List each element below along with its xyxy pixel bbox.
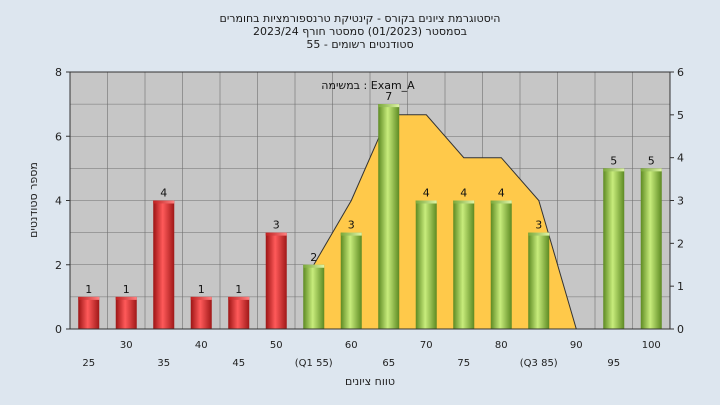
data-label: 4 <box>460 187 467 200</box>
y2-tick-label: 2 <box>677 237 684 250</box>
bar-cap <box>115 296 137 300</box>
x-tick-label: 30 <box>120 340 133 351</box>
x-tick-label: 45 <box>232 358 245 369</box>
x-tick-label: 95 <box>607 358 620 369</box>
area-outline <box>313 114 577 330</box>
chart-title-line-1: היסטוגרמת ציונים בקורס - קינטיקת טרנספור… <box>220 12 501 25</box>
bar-cap <box>78 296 100 300</box>
bar-cap <box>415 200 437 204</box>
x-tick-label: 60 <box>345 340 358 351</box>
x-tick-label: 75 <box>457 358 470 369</box>
data-label: 7 <box>385 90 392 103</box>
x-tick-label: 50 <box>270 340 283 351</box>
data-label: 5 <box>648 154 655 167</box>
bar-cap <box>153 200 175 204</box>
bar <box>153 200 175 329</box>
x-tick-label: 40 <box>195 340 208 351</box>
y-tick-label: 2 <box>55 259 62 272</box>
bar-cap <box>228 296 250 300</box>
data-labels: 1 1 4 1 1 3 2 3 7 4 4 4 3 5 5 <box>85 90 655 296</box>
data-label: 1 <box>123 283 130 296</box>
bar <box>115 296 137 329</box>
x-tick-label: 100 <box>642 340 661 351</box>
bar <box>528 232 550 329</box>
bar-cap <box>190 296 212 300</box>
x-tick-label: (Q1 55) <box>295 358 333 369</box>
data-label: 1 <box>198 283 205 296</box>
bar-cap <box>453 200 475 204</box>
y-tick-label: 0 <box>55 323 62 336</box>
bar-cap <box>265 232 287 236</box>
x-tick-label: 80 <box>495 340 508 351</box>
bar-cap <box>528 232 550 236</box>
bar <box>303 264 325 329</box>
y2-tick-label: 0 <box>677 323 684 336</box>
bar-series <box>78 104 662 329</box>
bar <box>640 168 662 329</box>
bar-cap <box>640 168 662 172</box>
data-label: 3 <box>348 219 355 232</box>
bar <box>265 232 287 329</box>
x-tick-label: 25 <box>82 358 95 369</box>
data-label: 1 <box>85 283 92 296</box>
y2-tick-label: 5 <box>677 109 684 122</box>
y-axis-label: מספר סטודנטים <box>27 162 40 238</box>
bar <box>340 232 362 329</box>
x-axis-label: טווח ציונים <box>345 375 395 388</box>
chart-annotation: במשימה : Exam_A <box>321 79 415 92</box>
x-tick-label: 90 <box>570 340 583 351</box>
bar <box>415 200 437 329</box>
bar <box>490 200 512 329</box>
data-label: 3 <box>535 219 542 232</box>
bar-cap <box>490 200 512 204</box>
data-label: 1 <box>235 283 242 296</box>
x-tick-label: 35 <box>157 358 170 369</box>
y-tick-label: 8 <box>55 66 62 79</box>
bar <box>190 296 212 329</box>
data-label: 4 <box>498 187 505 200</box>
y-axis-right: 0 1 2 3 4 5 6 <box>670 66 684 336</box>
x-tick-label: (Q3 85) <box>520 358 558 369</box>
y-tick-label: 4 <box>55 195 62 208</box>
chart-title-line-3: סטודנטים רשומים - 55 <box>306 38 413 51</box>
data-label: 4 <box>160 187 167 200</box>
bar-cap <box>303 264 325 268</box>
bar <box>453 200 475 329</box>
bar-cap <box>378 104 400 108</box>
y-tick-label: 6 <box>55 130 62 143</box>
x-tick-label: 70 <box>420 340 433 351</box>
x-tick-label: 65 <box>382 358 395 369</box>
data-label: 5 <box>610 154 617 167</box>
y2-tick-label: 3 <box>677 195 684 208</box>
bar <box>78 296 100 329</box>
bar-cap <box>340 232 362 236</box>
bar <box>228 296 250 329</box>
x-axis: 25 30 35 40 45 50 (Q1 55) 60 65 70 75 80 (Q3 85) 90 95… <box>82 340 660 369</box>
y2-tick-label: 1 <box>677 280 684 293</box>
y2-tick-label: 6 <box>677 66 684 79</box>
chart-title-line-2: בסמסטר (01/2023) סמסטר חורף 2023/24 <box>253 25 467 38</box>
data-label: 3 <box>273 219 280 232</box>
y-axis-left: 0 2 4 6 8 <box>55 66 70 336</box>
data-label: 2 <box>310 251 317 264</box>
y2-tick-label: 4 <box>677 152 684 165</box>
data-label: 4 <box>423 187 430 200</box>
bar-cap <box>603 168 625 172</box>
bar <box>603 168 625 329</box>
bar <box>378 104 400 329</box>
